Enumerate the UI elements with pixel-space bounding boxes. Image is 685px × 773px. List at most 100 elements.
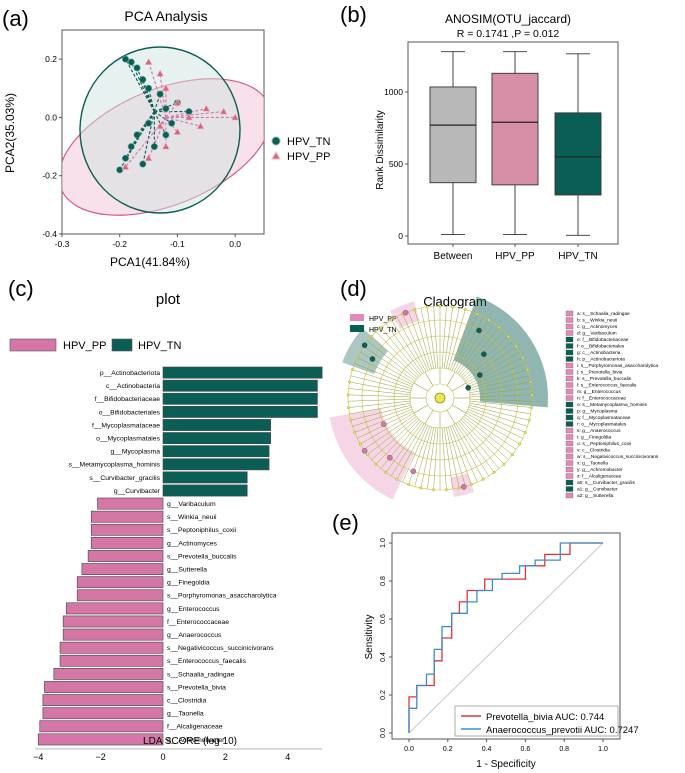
clado-node xyxy=(425,305,429,309)
lefse-bar-label: g__Varibaculum xyxy=(167,501,216,508)
lefse-legend-tn: HPV_TN xyxy=(138,340,181,352)
pca-legend-tn: HPV_TN xyxy=(287,136,330,148)
lefse-x-tick-label: −4 xyxy=(33,752,43,762)
clado-node xyxy=(370,334,374,338)
lefse-bar xyxy=(97,497,164,510)
clado-branch xyxy=(380,327,421,376)
roc-diagonal xyxy=(408,542,604,734)
clado-branch xyxy=(466,410,523,439)
lefse-bar xyxy=(162,458,270,471)
clado-node xyxy=(529,380,533,384)
clado-branch xyxy=(451,382,467,392)
clado-branch xyxy=(354,363,413,387)
clado-sig-node xyxy=(477,372,483,378)
clado-key-swatch xyxy=(565,427,574,434)
lefse-legend-pp: HPV_PP xyxy=(63,340,106,352)
clado-branch xyxy=(462,417,509,460)
clado-key-label: y: g__Achromobacter xyxy=(577,467,623,473)
clado-branch xyxy=(463,416,513,455)
clado-branch xyxy=(424,371,434,387)
roc-y-tick-label: 0.6 xyxy=(380,614,387,624)
pca-spider-line xyxy=(148,117,167,159)
lefse-bar xyxy=(162,405,318,418)
lefse-x-tick-label: −2 xyxy=(95,752,105,762)
clado-branch xyxy=(414,309,432,370)
clado-key-swatch xyxy=(565,460,574,466)
clado-node xyxy=(470,483,473,486)
anosim-x-ticks: Between HPV_PP HPV_TN xyxy=(434,244,598,262)
clado-node xyxy=(530,406,533,410)
clado-key-swatch xyxy=(565,473,574,479)
clado-node xyxy=(502,462,506,466)
clado-key-label: p: g__Mycoplasma xyxy=(577,409,618,415)
lefse-bar xyxy=(162,366,323,379)
clado-branch xyxy=(349,402,411,415)
clado-node xyxy=(475,312,479,316)
clado-branch xyxy=(469,402,531,415)
clado-node xyxy=(514,345,518,349)
clado-node xyxy=(526,368,529,372)
lefse-bar-label: s__Schaalia_radingae xyxy=(167,671,234,678)
clado-key-label: b: s__Winkia_neuii xyxy=(577,318,617,324)
clado-node xyxy=(346,393,350,397)
clado-branch xyxy=(448,309,466,370)
clado-node xyxy=(518,442,522,446)
clado-branch xyxy=(414,426,432,487)
clado-clade-tn-shade xyxy=(342,328,388,375)
clado-branch xyxy=(413,404,429,414)
roc-x-tick-label: 0.8 xyxy=(559,746,569,753)
cladogram: Cladogram HPV_PP HPV_TN a: s__Schaalia_r… xyxy=(329,294,659,500)
clado-key-swatch xyxy=(565,492,574,499)
clado-key-label: l: s__Enterococcus_faecalis xyxy=(577,383,637,389)
clado-branch xyxy=(408,426,430,485)
clado-sig-node xyxy=(481,351,487,357)
roc-chart: 0.0 0.2 0.4 0.6 0.8 1.0 0.0 0.2 0.4 0.6 0.8 1.0 1 … xyxy=(364,532,639,770)
pca-point-tn xyxy=(162,131,170,139)
clado-branch xyxy=(453,424,484,480)
anosim-box xyxy=(554,112,602,196)
anosim-box xyxy=(429,86,477,184)
roc-x-tick-label: 0.2 xyxy=(443,746,453,753)
clado-key-swatch xyxy=(565,362,574,369)
clado-node xyxy=(432,488,436,492)
clado-branch xyxy=(451,313,478,371)
pca-point-pp xyxy=(173,98,182,106)
lefse-bar-label: f__Enterococcaceae xyxy=(167,619,229,626)
clado-key-label: c: g__Actinomyces xyxy=(577,324,618,330)
clado-branch xyxy=(450,311,472,370)
clado-branch xyxy=(469,405,530,421)
lefse-bar-label: f__Bifidobacteriaceae xyxy=(95,396,161,403)
clado-branch xyxy=(420,307,435,369)
clado-key-swatch xyxy=(565,395,574,401)
clado-node xyxy=(511,453,514,457)
clado-node xyxy=(374,462,378,466)
lefse-bar-label: g__Achromobacter xyxy=(167,737,225,744)
clado-branch xyxy=(352,369,412,389)
clado-branch xyxy=(402,313,429,371)
clado-node xyxy=(444,488,448,492)
pca-point-pp xyxy=(121,162,130,170)
pca-x-ticks: -0.3 -0.2 -0.1 0.0 xyxy=(55,234,241,249)
panel-label-a: (a) xyxy=(2,6,29,31)
clado-sig-node xyxy=(369,356,376,362)
pca-y-tick-label: -0.4 xyxy=(42,229,57,239)
panel-label-e: (e) xyxy=(332,510,359,535)
lefse-legend-tn-swatch xyxy=(111,338,133,352)
lefse-x-tick-label: 4 xyxy=(285,752,290,762)
clado-node xyxy=(506,334,510,338)
clado-branch xyxy=(467,409,526,433)
clado-key-label: g: c__Actinobacteria xyxy=(577,350,621,356)
clado-key-label: h: p__Actinobacteriota xyxy=(577,357,625,363)
clado-sig-node xyxy=(381,421,387,427)
clado-sig-node xyxy=(461,484,467,490)
clado-branch xyxy=(443,427,454,490)
clado-node xyxy=(349,418,353,422)
clado-node xyxy=(389,318,393,322)
anosim-y-tick-label: 0 xyxy=(398,231,403,241)
clado-branch xyxy=(433,306,439,369)
pca-point-pp xyxy=(231,113,240,121)
clado-branch xyxy=(469,381,531,394)
clado-node xyxy=(358,442,362,446)
pca-point-tn xyxy=(139,160,147,168)
clado-branch xyxy=(446,371,456,387)
